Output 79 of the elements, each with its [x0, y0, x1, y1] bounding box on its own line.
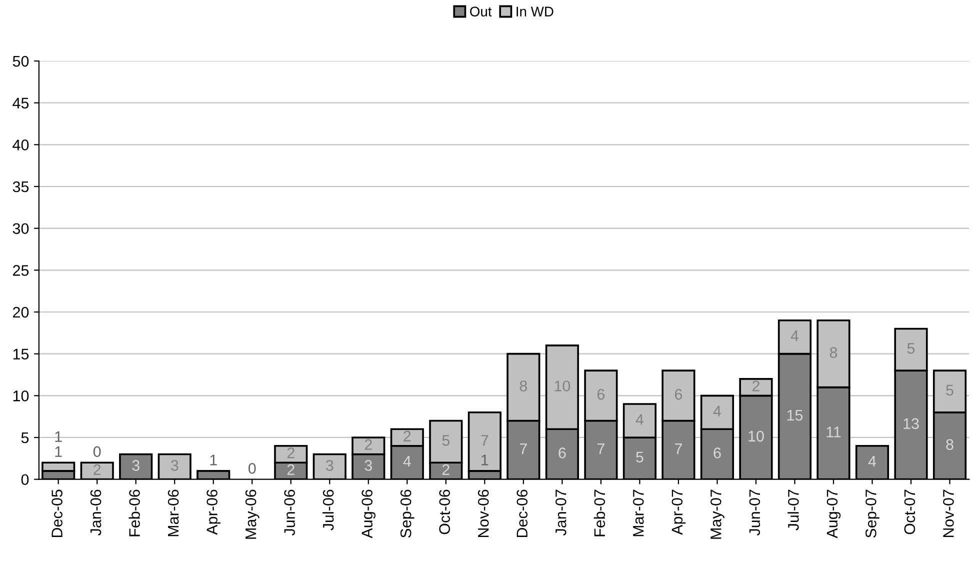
data-label: 8 — [520, 380, 528, 392]
x-tick-label: Feb-06 — [128, 490, 140, 536]
data-label: 3 — [364, 460, 372, 471]
y-tick-label: 40 — [12, 140, 29, 150]
x-tick-label: Mar-07 — [632, 490, 644, 536]
x-tick-label: Oct-07 — [904, 490, 916, 534]
legend-label: Out — [470, 6, 492, 16]
y-tick-label: 5 — [21, 432, 29, 444]
data-label: 2 — [364, 439, 372, 450]
x-tick-label: Apr-07 — [672, 490, 686, 535]
y-tick-label: 10 — [13, 390, 29, 402]
data-label: 0 — [93, 446, 101, 458]
data-label: 13 — [904, 418, 919, 430]
y-tick-label: 15 — [13, 348, 29, 360]
x-tick-label: Jan-07 — [555, 490, 566, 536]
data-label: 6 — [714, 448, 721, 458]
x-tick-label: Jun-06 — [284, 490, 295, 536]
data-label: 2 — [287, 464, 294, 475]
data-label: 4 — [713, 406, 722, 416]
x-tick-label: Aug-07 — [826, 490, 841, 538]
data-label: 4 — [403, 456, 411, 467]
data-label: 10 — [554, 380, 570, 392]
data-label: 8 — [946, 439, 954, 450]
data-label: 2 — [94, 464, 101, 475]
data-label: 2 — [752, 380, 760, 392]
y-tick-label: 45 — [12, 98, 29, 109]
data-label: 8 — [830, 347, 838, 358]
data-label: 5 — [946, 384, 954, 396]
data-label: 7 — [520, 443, 527, 454]
x-tick-label: Nov-07 — [943, 490, 954, 538]
y-tick-label: 20 — [13, 306, 29, 318]
data-label: 6 — [597, 388, 605, 400]
x-tick-label: May-07 — [710, 490, 724, 539]
data-label: 1 — [482, 454, 488, 466]
data-label: 2 — [442, 464, 450, 475]
x-tick-label: Apr-06 — [206, 490, 220, 535]
data-label: 1 — [55, 431, 62, 442]
y-tick-label: 30 — [12, 223, 29, 234]
data-label: 4 — [790, 330, 799, 342]
x-tick-label: Mar-06 — [168, 490, 179, 536]
x-tick-label: Aug-06 — [362, 490, 376, 538]
legend-label: In WD — [516, 6, 554, 16]
y-tick-label: 25 — [13, 265, 29, 276]
x-tick-label: Jul-06 — [322, 490, 334, 530]
data-label: 11 — [826, 426, 841, 438]
data-label: 4 — [636, 414, 644, 425]
x-tick-label: Dec-05 — [52, 490, 62, 538]
x-tick-label: Jan-06 — [90, 490, 102, 536]
data-label: 2 — [404, 430, 411, 442]
data-label: 0 — [248, 462, 256, 474]
x-tick-label: Sep-06 — [400, 490, 414, 538]
data-label: 10 — [748, 430, 764, 442]
data-label: 7 — [674, 443, 682, 454]
x-tick-label: Nov-06 — [478, 490, 489, 538]
data-label: 7 — [597, 443, 604, 454]
x-tick-label: Feb-07 — [594, 490, 606, 536]
data-label: 2 — [287, 448, 294, 458]
y-tick-label: 0 — [21, 474, 29, 486]
data-label: 3 — [326, 460, 334, 471]
data-label: 7 — [481, 435, 488, 446]
data-label: 4 — [868, 456, 876, 467]
y-tick-label: 35 — [12, 181, 29, 192]
data-label: 6 — [674, 388, 682, 400]
data-label: 15 — [787, 410, 803, 421]
data-label: 5 — [907, 343, 915, 354]
x-tick-label: Sep-07 — [866, 490, 880, 538]
data-label: 5 — [442, 435, 450, 446]
data-label: 1 — [55, 446, 62, 457]
data-label: 5 — [636, 452, 644, 463]
y-tick-label: 50 — [12, 56, 29, 67]
x-tick-label: May-06 — [245, 490, 260, 539]
data-label: 1 — [210, 454, 217, 466]
x-tick-label: Jun-07 — [749, 490, 760, 536]
data-label: 3 — [170, 460, 178, 471]
x-tick-label: Oct-06 — [439, 490, 450, 534]
x-tick-label: Jul-07 — [788, 490, 799, 530]
x-tick-label: Dec-06 — [516, 490, 528, 538]
data-label: 6 — [558, 448, 566, 458]
data-label: 3 — [132, 460, 140, 471]
